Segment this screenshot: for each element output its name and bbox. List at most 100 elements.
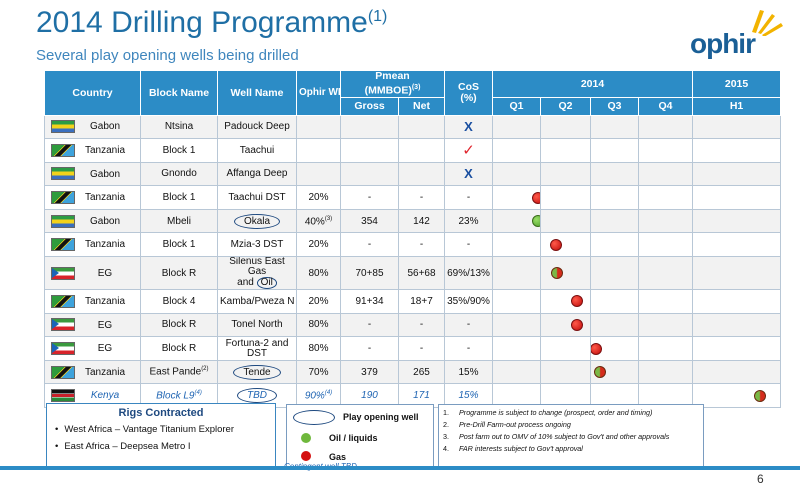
cell-country: Tanzania (44, 138, 141, 163)
tanzania-flag-icon (51, 143, 75, 157)
cell-q4 (637, 185, 694, 210)
cell-gross: 379 (340, 359, 399, 385)
eg-flag-icon (51, 342, 75, 356)
cell-h1 (692, 161, 782, 187)
drilling-table: Country Block Name Well Name Ophir WI Pm… (44, 70, 782, 409)
cell-q4 (637, 312, 694, 338)
rig-item: East Africa – Deepsea Metro I (55, 441, 275, 452)
mixed-timing-dot (551, 267, 564, 280)
play-opening-oval: Okala (233, 213, 281, 229)
cell-wi: 20% (296, 185, 341, 210)
cell-h1 (692, 114, 782, 140)
cell-gross (340, 161, 399, 187)
eg-flag-icon (51, 266, 75, 280)
oil-dot-icon (301, 433, 311, 443)
cell-block: Block 1 (140, 138, 218, 163)
col-q2: Q2 (540, 96, 591, 116)
legend-oil: Oil / liquids (329, 433, 378, 443)
cell-q2 (540, 359, 591, 385)
col-cos: CoS (%) (444, 70, 493, 116)
gas-timing-dot (532, 191, 540, 204)
page-title: 2014 Drilling Programme(1) (36, 6, 388, 39)
cell-block: East Pande(2) (140, 359, 218, 385)
cross-icon: X (464, 166, 473, 182)
table-row: EG Block R Silenus East Gas and Oil 80% 70+85… (44, 256, 782, 291)
cell-net: 56+68 (398, 256, 445, 291)
cell-well: Fortuna-2 and DST (217, 336, 297, 361)
footnote: 1. Programme is subject to change (prospe… (443, 408, 653, 417)
cell-q2 (540, 256, 591, 291)
cell-q2 (540, 289, 591, 314)
legend-play: Play opening well (343, 412, 419, 422)
cell-gross: - (340, 185, 399, 210)
cell-h1 (692, 232, 782, 258)
cell-cos: 69%/13% (444, 256, 493, 291)
cell-h1 (692, 138, 782, 163)
cell-block: Block R (140, 312, 218, 338)
footer-bar (0, 466, 800, 470)
play-opening-oval: Tende (233, 364, 281, 380)
cell-net: - (398, 185, 445, 210)
cell-country: EG (44, 336, 141, 361)
cell-wi: 80% (296, 312, 341, 338)
page-number: 6 (757, 472, 764, 486)
cell-q4 (637, 232, 694, 258)
cell-block: Ntsina (140, 114, 218, 140)
gas-dot-icon (301, 451, 311, 461)
cell-well: Taachui DST (217, 185, 297, 210)
col-q3: Q3 (590, 96, 639, 116)
cell-country: EG (44, 312, 141, 338)
col-country: Country (44, 70, 141, 116)
cell-country: Tanzania (44, 359, 141, 385)
cell-well: Silenus East Gas and Oil (217, 256, 297, 291)
tanzania-flag-icon (51, 191, 75, 205)
title-footnote: (1) (367, 8, 388, 25)
cell-q4 (637, 138, 694, 163)
cell-q3 (590, 114, 639, 140)
table-row: Tanzania Block 4 Kamba/Pweza N 20% 91+34 18+7… (44, 289, 782, 314)
tanzania-flag-icon (51, 238, 75, 252)
cell-q4 (637, 359, 694, 385)
cell-h1 (692, 185, 782, 210)
cell-country: Tanzania (44, 185, 141, 210)
cell-country: EG (44, 256, 141, 291)
kenya-flag-icon (51, 389, 75, 403)
cell-net: - (398, 336, 445, 361)
cell-q1 (492, 256, 541, 291)
col-block: Block Name (140, 70, 218, 116)
cell-country: Gabon (44, 208, 141, 234)
cell-h1 (692, 383, 782, 409)
table-row: EG Block R Tonel North 80% - - - (44, 312, 782, 338)
ophir-logo: ophir (690, 6, 790, 59)
cell-gross: - (340, 312, 399, 338)
cell-q2 (540, 383, 591, 409)
cell-country: Tanzania (44, 232, 141, 258)
footnote: 3. Post farm out to OMV of 10% subject to… (443, 432, 670, 441)
cell-q2 (540, 138, 591, 163)
cell-q3 (590, 232, 639, 258)
cell-q3 (590, 359, 639, 385)
cell-q2 (540, 208, 591, 234)
cell-gross: 70+85 (340, 256, 399, 291)
col-wi: Ophir WI (296, 70, 341, 116)
gabon-flag-icon (51, 214, 75, 228)
cell-cos: X (444, 114, 493, 140)
cell-q3 (590, 256, 639, 291)
cell-q1 (492, 185, 541, 210)
cell-q1 (492, 289, 541, 314)
cell-net: 18+7 (398, 289, 445, 314)
cell-h1 (692, 312, 782, 338)
cell-well: Tonel North (217, 312, 297, 338)
cell-cos: - (444, 232, 493, 258)
cell-country: Gabon (44, 114, 141, 140)
col-2015: 2015 (692, 70, 782, 97)
cell-cos: 35%/90% (444, 289, 493, 314)
cell-q4 (637, 336, 694, 361)
table-row: EG Block R Fortuna-2 and DST 80% - - - (44, 336, 782, 361)
gas-timing-dot (570, 318, 583, 331)
cell-block: Mbeli (140, 208, 218, 234)
cell-q2 (540, 232, 591, 258)
cell-block: Gnondo (140, 161, 218, 187)
logo-wordmark: ophir (690, 28, 756, 59)
cell-q3 (590, 161, 639, 187)
